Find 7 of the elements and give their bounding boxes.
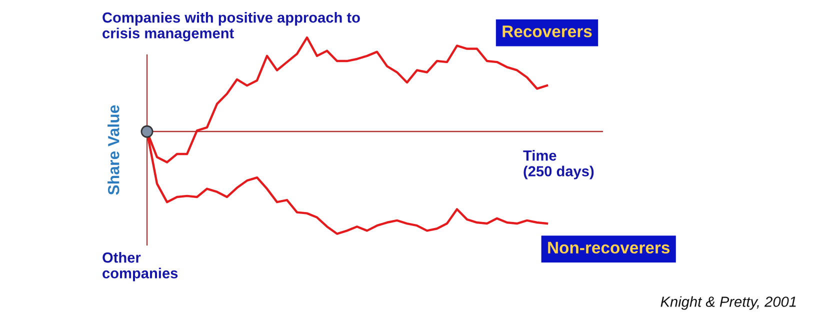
text: Knight & Pretty, 2001	[660, 296, 796, 310]
chart-title: Companies with positive approach to crisis management	[102, 12, 360, 42]
series-label: Recoverers	[502, 26, 592, 38]
y-axis-title: Share Value	[108, 105, 120, 195]
series-label: Non-recoverers	[548, 242, 670, 254]
x-axis-title: Time (250 days)	[523, 150, 594, 180]
text: Other companies	[102, 252, 178, 282]
